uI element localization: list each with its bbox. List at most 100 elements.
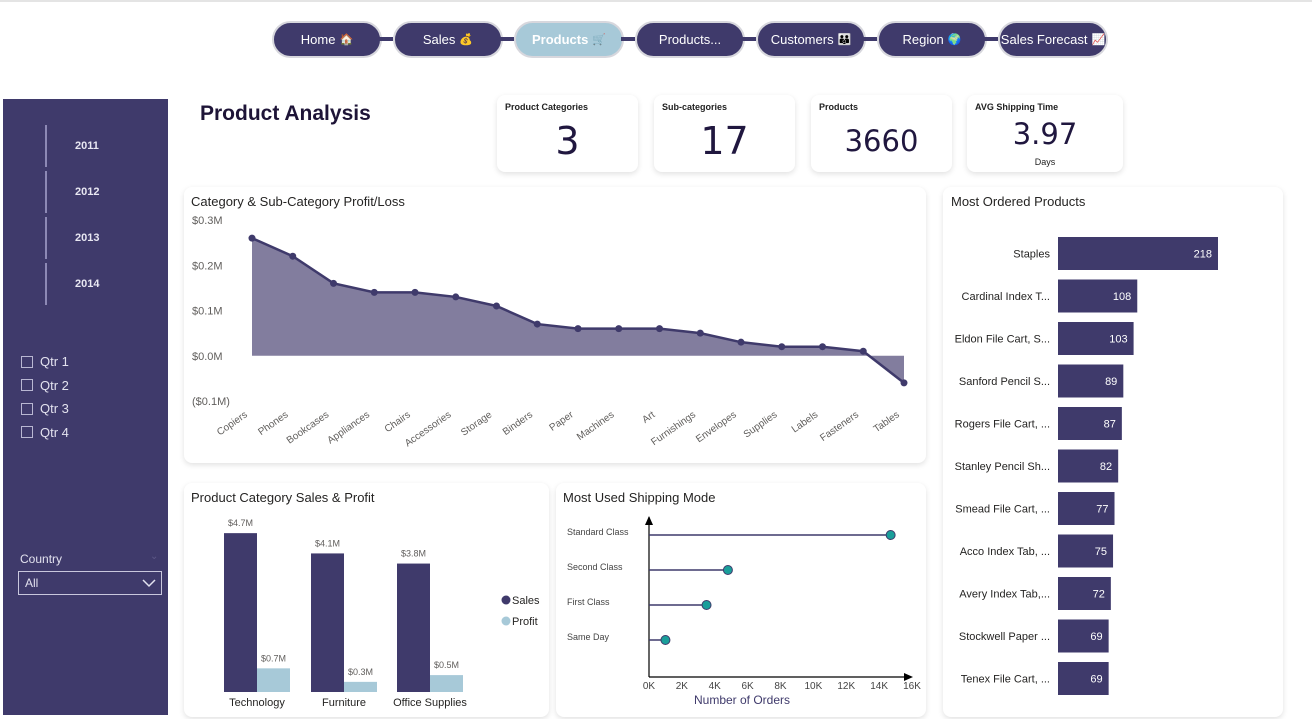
- nav-tab-sales[interactable]: Sales 💰: [393, 21, 503, 58]
- bar-value-label: $3.8M: [401, 549, 426, 559]
- nav-tab-customers[interactable]: Customers 👪: [756, 21, 866, 58]
- nav-tab-label: Products...: [658, 32, 722, 47]
- data-point[interactable]: [656, 325, 663, 333]
- data-point[interactable]: [819, 343, 826, 351]
- product-bar[interactable]: [1058, 322, 1134, 355]
- x-tick-label: Furnishings: [649, 409, 698, 448]
- nav-tab-icon: 👪: [837, 34, 852, 46]
- x-tick-label: Art: [640, 409, 657, 425]
- data-point[interactable]: [533, 320, 541, 328]
- sales-bar[interactable]: [397, 563, 430, 692]
- kpi-card-sub-categories: Sub-categories 17: [654, 95, 795, 172]
- product-bar[interactable]: [1058, 237, 1218, 270]
- kpi-value: 3: [555, 119, 580, 163]
- category-sales-profit-bar-chart: $4.7M $0.7M Technology $4.1M $0.3M Furniture $…: [224, 518, 540, 709]
- quarter-checkbox[interactable]: Qtr 4: [21, 425, 69, 440]
- product-bar[interactable]: [1058, 449, 1119, 483]
- x-tick-label: Copiers: [215, 409, 250, 438]
- quarter-checkbox[interactable]: Qtr 3: [21, 401, 69, 416]
- kpi-card-products: Products 3660: [811, 95, 952, 172]
- data-point[interactable]: [574, 325, 582, 333]
- product-bar[interactable]: [1058, 492, 1115, 525]
- legend-label[interactable]: Profit: [512, 616, 538, 628]
- data-point[interactable]: [900, 379, 908, 387]
- lollipop-point[interactable]: [660, 635, 671, 645]
- quarter-checkbox[interactable]: Qtr 2: [21, 378, 69, 393]
- bar-value-label: 108: [1113, 291, 1131, 303]
- profit-bar[interactable]: [430, 675, 463, 692]
- kpi-value: 17: [700, 119, 749, 163]
- data-point[interactable]: [289, 252, 297, 260]
- lollipop-point[interactable]: [722, 565, 733, 575]
- product-bar[interactable]: [1058, 619, 1109, 653]
- sales-bar[interactable]: [224, 533, 257, 692]
- y-tick-label: $0.2M: [192, 260, 223, 272]
- product-label: Smead File Cart, ...: [955, 504, 1050, 516]
- nav-tab-products[interactable]: Products 🛒: [514, 21, 624, 58]
- nav-tab-label: Region: [902, 32, 944, 47]
- product-bar[interactable]: [1058, 534, 1114, 568]
- kpi-label: Products: [819, 102, 859, 112]
- legend-label[interactable]: Sales: [512, 595, 540, 607]
- checkbox-icon: [21, 402, 33, 415]
- nav-tab-region[interactable]: Region 🌍: [877, 21, 987, 58]
- product-bar[interactable]: [1058, 279, 1138, 313]
- product-bar[interactable]: [1058, 407, 1122, 440]
- data-point[interactable]: [859, 347, 867, 355]
- nav-connector: [984, 37, 998, 41]
- data-point[interactable]: [330, 279, 337, 287]
- profit-bar[interactable]: [257, 668, 290, 692]
- bar-value-label: 87: [1104, 419, 1116, 431]
- year-option[interactable]: 2012: [45, 171, 105, 213]
- nav-tab-icon: 🌍: [947, 34, 962, 46]
- nav-tab-icon: 📈: [1091, 34, 1106, 46]
- nav-tab-icon: 🏠: [339, 34, 354, 46]
- y-tick-label: $0.0M: [192, 351, 223, 363]
- chart-title: Most Used Shipping Mode: [563, 490, 716, 505]
- bar-value-label: $4.1M: [315, 538, 340, 548]
- kpi-label: Sub-categories: [662, 102, 728, 112]
- data-point[interactable]: [452, 293, 460, 301]
- bar-value-label: $0.3M: [348, 667, 373, 677]
- y-tick-label: $0.1M: [192, 306, 223, 318]
- lollipop-point[interactable]: [885, 530, 896, 540]
- bar-value-label: 82: [1100, 461, 1112, 473]
- year-option[interactable]: 2011: [45, 125, 105, 167]
- kpi-value: 3.97: [1012, 117, 1078, 151]
- data-point[interactable]: [493, 302, 500, 310]
- product-bar[interactable]: [1058, 577, 1111, 610]
- nav-tab-icon: 💰: [459, 34, 474, 46]
- bar-value-label: 72: [1093, 589, 1105, 601]
- nav-connector: [742, 37, 756, 41]
- chart-title: Most Ordered Products: [951, 194, 1086, 209]
- lollipop-point[interactable]: [701, 600, 712, 610]
- product-label: Acco Index Tab, ...: [960, 546, 1050, 558]
- kpi-unit: Days: [1034, 157, 1056, 167]
- nav-tab-products[interactable]: Products...: [635, 21, 745, 58]
- year-option[interactable]: 2013: [45, 217, 105, 259]
- data-point[interactable]: [615, 325, 623, 333]
- kpi-value: 3660: [844, 124, 919, 158]
- year-option[interactable]: 2014: [45, 263, 105, 305]
- data-point[interactable]: [778, 343, 786, 351]
- bar-value-label: 75: [1095, 546, 1107, 558]
- data-point[interactable]: [248, 234, 256, 242]
- bar-value-label: 103: [1109, 334, 1127, 346]
- product-bar[interactable]: [1058, 662, 1109, 695]
- product-label: Avery Index Tab,...: [959, 589, 1050, 601]
- data-point[interactable]: [370, 288, 378, 296]
- profit-bar[interactable]: [344, 681, 377, 692]
- nav-tab-sales-forecast[interactable]: Sales Forecast 📈: [998, 21, 1108, 58]
- country-dropdown[interactable]: All: [18, 571, 162, 595]
- nav-connector: [863, 37, 877, 41]
- shipping-mode-lollipop-chart: Standard Class Second Class First Class Sam…: [567, 516, 921, 707]
- profit-loss-chart-card: Category & Sub-Category Profit/Loss $0.3…: [184, 187, 926, 463]
- data-point[interactable]: [696, 329, 704, 337]
- nav-connector: [621, 37, 635, 41]
- data-point[interactable]: [411, 288, 419, 296]
- quarter-checkbox[interactable]: Qtr 1: [21, 354, 69, 369]
- sales-bar[interactable]: [311, 553, 344, 692]
- data-point[interactable]: [737, 338, 745, 346]
- nav-tab-home[interactable]: Home 🏠: [272, 21, 382, 58]
- product-bar[interactable]: [1058, 364, 1124, 398]
